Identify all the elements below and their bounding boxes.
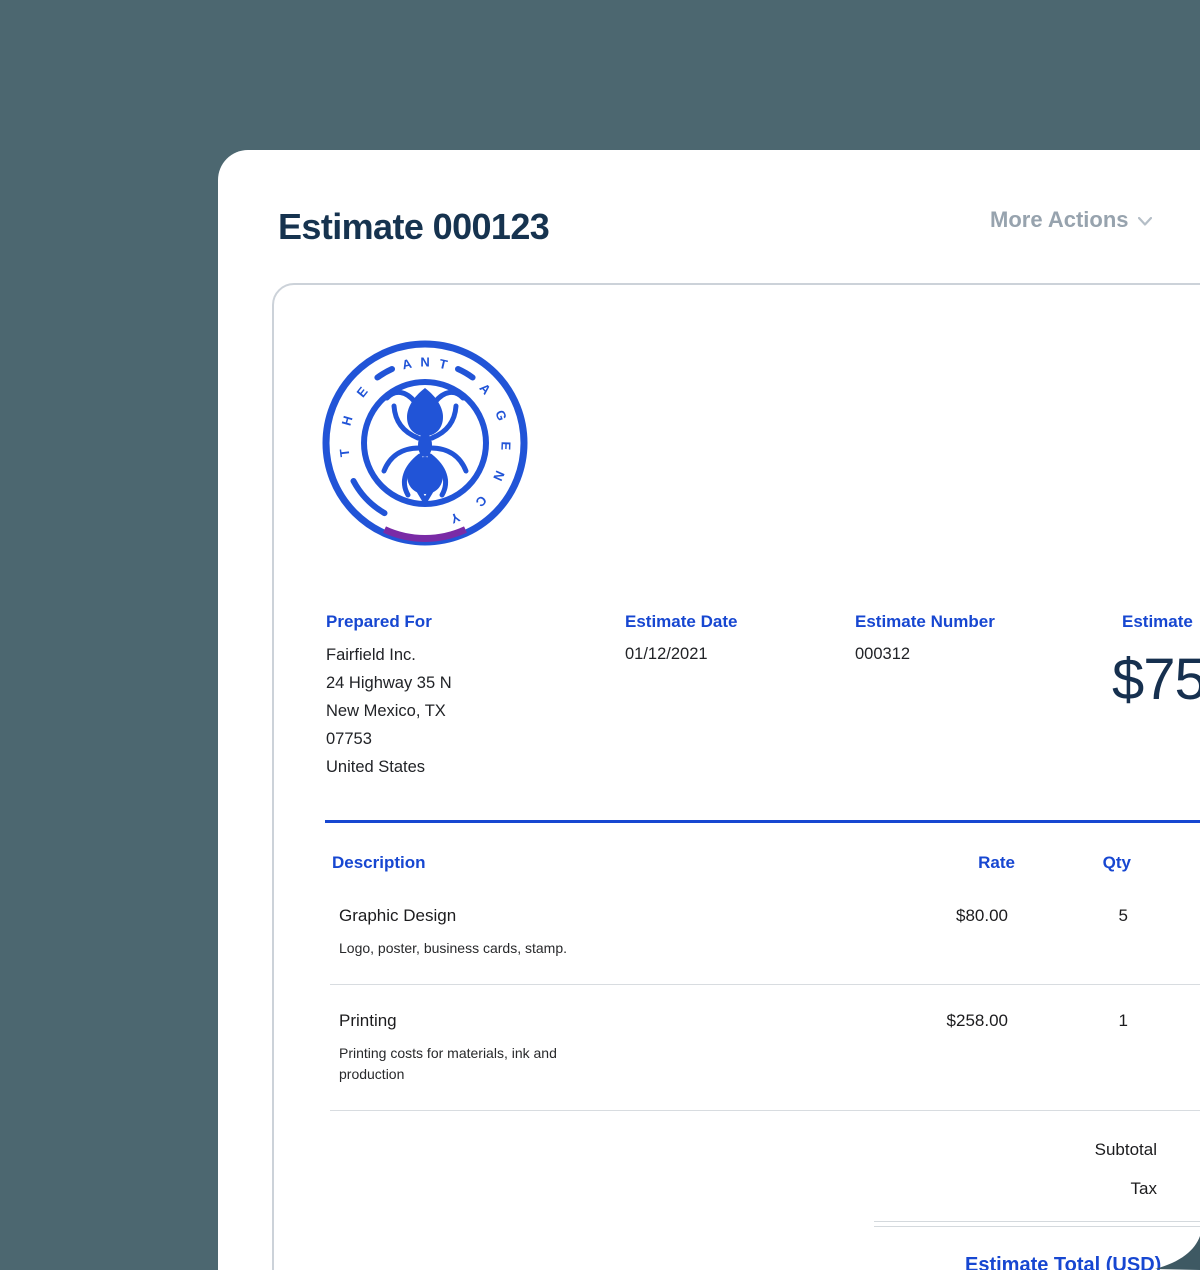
chevron-down-icon xyxy=(1137,217,1152,226)
prepared-for-label: Prepared For xyxy=(326,612,432,631)
column-header-qty: Qty xyxy=(1102,853,1131,872)
ant-body xyxy=(407,388,443,494)
client-address-line: New Mexico, TX xyxy=(326,702,446,720)
ant-icon xyxy=(381,389,469,506)
estimate-number-section: Estimate Number 000312 xyxy=(855,612,995,664)
svg-text:T: T xyxy=(438,356,449,372)
tax-label: Tax xyxy=(1130,1179,1157,1198)
column-header-rate: Rate xyxy=(978,853,1015,872)
total-divider xyxy=(874,1221,1200,1227)
svg-text:G: G xyxy=(492,408,510,423)
svg-text:N: N xyxy=(420,355,429,370)
logo-purple-arc xyxy=(383,526,467,542)
svg-text:A: A xyxy=(401,356,414,373)
corner-swoosh-shape xyxy=(1155,1236,1200,1270)
estimate-date-value: 01/12/2021 xyxy=(625,645,708,663)
estimate-total-header-section: Estimate xyxy=(1122,612,1193,632)
subtotal-label: Subtotal xyxy=(1094,1140,1157,1159)
table-top-border xyxy=(325,820,1200,823)
item-qty: 5 xyxy=(1118,906,1128,925)
item-rate: $80.00 xyxy=(956,906,1008,925)
client-address-line: United States xyxy=(326,758,426,776)
grand-total-label: Estimate Total (USD) xyxy=(965,1254,1162,1270)
more-actions-label: More Actions xyxy=(990,207,1129,232)
estimate-total-amount: $75 xyxy=(1112,647,1200,712)
svg-text:T: T xyxy=(337,448,353,458)
estimate-date-section: Estimate Date 01/12/2021 xyxy=(625,612,737,664)
estimate-date-label: Estimate Date xyxy=(625,612,738,631)
estimate-number-value: 000312 xyxy=(855,645,911,663)
item-details: Printing costs for materials, ink and pr… xyxy=(339,1045,557,1082)
table-row: Printing Printing costs for materials, i… xyxy=(330,985,1200,1111)
item-details: Logo, poster, business cards, stamp. xyxy=(339,940,568,956)
estimate-number-label: Estimate Number xyxy=(855,612,995,631)
item-rate: $258.00 xyxy=(946,1011,1008,1031)
column-header-description: Description xyxy=(332,853,426,872)
line-items: Graphic Design Logo, poster, business ca… xyxy=(330,880,1200,1111)
table-row: Graphic Design Logo, poster, business ca… xyxy=(330,880,1200,986)
item-description: Graphic Design xyxy=(339,906,457,925)
more-actions-button[interactable]: More Actions xyxy=(990,207,1152,233)
svg-text:H: H xyxy=(339,414,356,427)
item-description: Printing xyxy=(339,1011,397,1031)
client-address-line: 07753 xyxy=(326,730,372,748)
page-title: Estimate 000123 xyxy=(278,206,550,247)
svg-text:E: E xyxy=(498,441,513,451)
client-address-line: 24 Highway 35 N xyxy=(326,674,452,692)
item-qty: 1 xyxy=(1118,1011,1128,1031)
estimate-total-header-label: Estimate xyxy=(1122,612,1193,631)
client-name: Fairfield Inc. xyxy=(326,646,416,664)
prepared-for-section: Prepared For Fairfield Inc. 24 Highway 3… xyxy=(326,612,452,781)
